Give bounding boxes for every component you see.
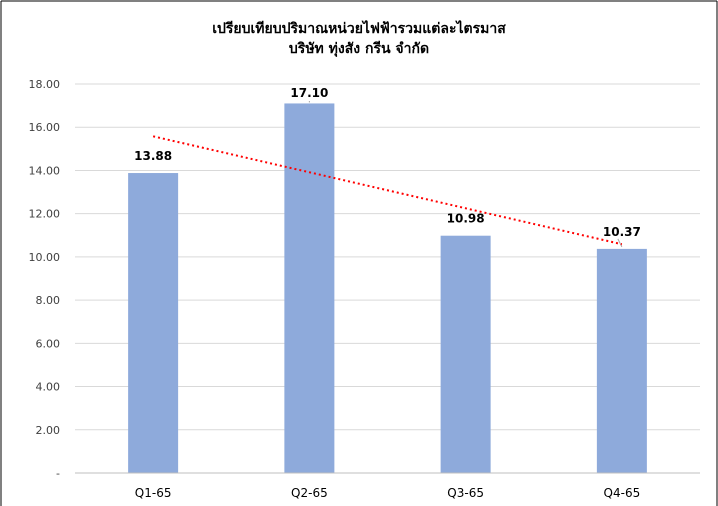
data-label-leader [617,238,623,248]
y-tick-label: 16.00 [29,121,61,134]
y-tick-label: 18.00 [29,78,61,91]
x-tick-label: Q2-65 [291,486,328,500]
data-label: 13.88 [134,149,172,163]
data-label: 17.10 [290,86,328,100]
y-tick-label: 2.00 [36,424,61,437]
chart-title: เปรียบเทียบปริมาณหน่วยไฟฟ้ารวมแต่ละไตรมา… [212,21,506,37]
y-tick-label: - [56,467,60,480]
x-tick-label: Q1-65 [135,486,172,500]
y-tick-label: 12.00 [29,208,61,221]
trendline [152,135,623,246]
bar [440,235,491,473]
y-tick-label: 6.00 [36,337,61,350]
chart-subtitle: บริษัท ทุ่งสัง กรีน จำกัด [288,41,430,57]
y-tick-label: 10.00 [29,251,61,264]
data-label: 10.98 [447,212,485,226]
x-tick-label: Q3-65 [447,486,484,500]
data-label: 10.37 [603,225,641,239]
bar [284,103,335,473]
y-tick-label: 8.00 [36,294,61,307]
x-tick-label: Q4-65 [604,486,641,500]
bar [128,173,179,473]
y-tick-label: 14.00 [29,164,61,177]
y-tick-label: 4.00 [36,381,61,394]
bar [596,248,647,473]
